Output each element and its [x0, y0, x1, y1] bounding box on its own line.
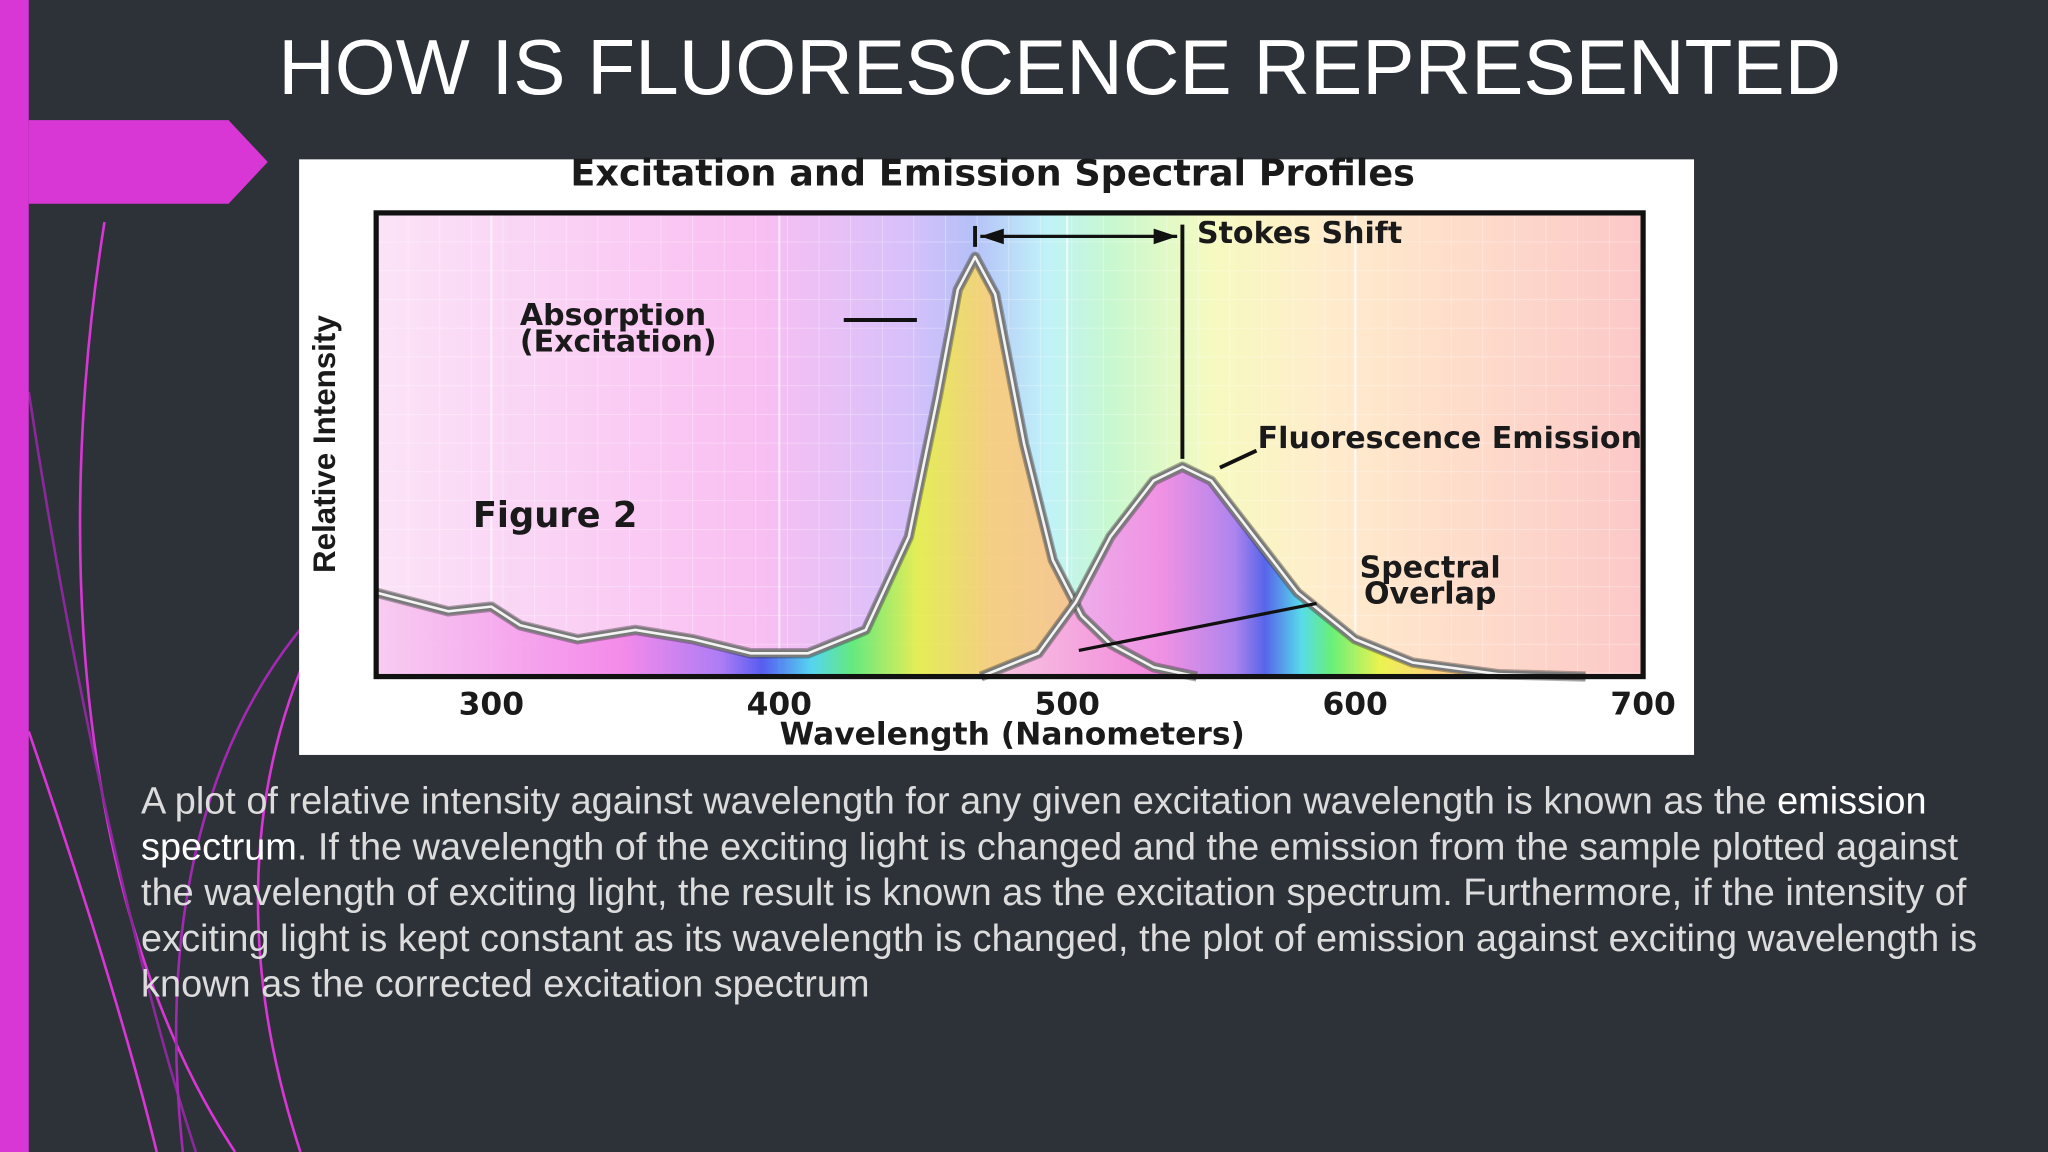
series-area [980, 466, 1586, 677]
accent-bar [0, 0, 29, 1152]
series-highlight [375, 255, 1198, 678]
annotation: Spectral Overlap [1359, 555, 1501, 612]
body-box: A plot of relative intensity against wav… [141, 780, 1996, 1009]
x-tick-label: 400 [747, 686, 812, 722]
figure: Excitation and Emission Spectral Profile… [299, 152, 1695, 755]
body-emphasis: emission spectrum [141, 781, 1927, 869]
plot-frame [373, 210, 1646, 680]
leader-line [1078, 601, 1317, 653]
body-text: A plot of relative intensity against wav… [141, 780, 1996, 1009]
body-run: A plot of relative intensity against wav… [141, 781, 1778, 823]
x-axis-label: Wavelength (Nanometers) [780, 716, 1245, 752]
body-run: . If the wavelength of the exciting ligh… [141, 826, 1978, 1006]
x-tick-label: 700 [1610, 686, 1675, 722]
chart-title: Excitation and Emission Spectral Profile… [570, 152, 1415, 195]
series-label: Fluorescence Emission [1257, 425, 1642, 456]
leader-line [1219, 448, 1258, 470]
x-tick-label: 300 [459, 686, 524, 722]
annotation-box: Spectral Overlap [1359, 555, 1501, 612]
annotation-box: Stokes Shift [1196, 220, 1403, 251]
stokes-arrowhead [1153, 228, 1178, 245]
x-tick-label: 600 [1322, 686, 1387, 722]
accent-arrow [28, 120, 268, 204]
series-area [376, 256, 1197, 677]
series-label: Absorption (Excitation) [519, 303, 717, 360]
slide-title: HOW IS FLUORESCENCE REPRESENTED [278, 23, 1841, 111]
decor-lines [27, 221, 315, 1152]
series-label-box: Absorption (Excitation) [519, 303, 717, 360]
x-tick-label: 500 [1035, 686, 1100, 722]
series-highlight [980, 465, 1586, 678]
series-label-box: Fluorescence Emission [1257, 425, 1642, 456]
annotation: Figure 2 [473, 495, 638, 536]
y-axis-label: Relative Intensity [307, 315, 342, 573]
stokes-arrowhead [980, 228, 1004, 245]
annotation: Stokes Shift [1196, 220, 1403, 251]
